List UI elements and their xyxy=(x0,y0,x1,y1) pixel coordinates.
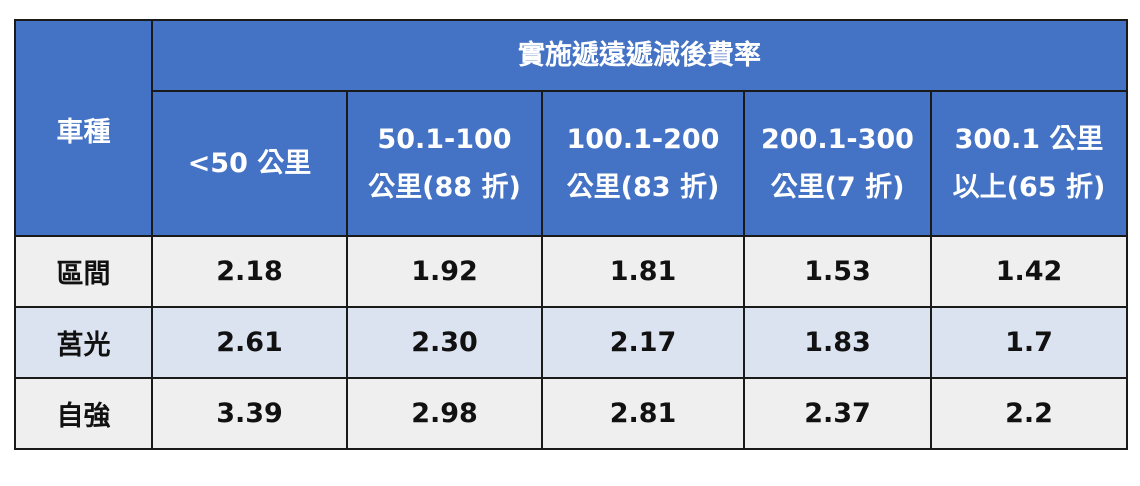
table-row: 自強 3.39 2.98 2.81 2.37 2.2 xyxy=(14,377,1128,450)
fare-cell: 2.61 xyxy=(151,306,348,379)
header-line: 50.1-100 xyxy=(377,123,512,155)
header-line: 100.1-200 xyxy=(566,123,720,155)
fare-cell: 1.83 xyxy=(743,306,932,379)
fare-cell: 1.81 xyxy=(541,235,745,308)
fare-table: 車種 實施遞遠遞減後費率 <50 公里 50.1-100 公里(88 折) 100.1… xyxy=(14,19,1128,450)
header-line: 公里(7 折) xyxy=(770,171,905,203)
fare-cell: 2.17 xyxy=(541,306,745,379)
table-row: 區間 2.18 1.92 1.81 1.53 1.42 xyxy=(14,235,1128,308)
row-header: 自強 xyxy=(14,377,153,450)
column-header: 200.1-300 公里(7 折) xyxy=(743,90,932,237)
header-line: 300.1 公里 xyxy=(954,123,1104,155)
fare-cell: 1.92 xyxy=(346,235,543,308)
row-header: 區間 xyxy=(14,235,153,308)
table-row: 莒光 2.61 2.30 2.17 1.83 1.7 xyxy=(14,306,1128,379)
fare-cell: 3.39 xyxy=(151,377,348,450)
fare-cell: 2.98 xyxy=(346,377,543,450)
column-header: 100.1-200 公里(83 折) xyxy=(541,90,745,237)
fare-cell: 1.53 xyxy=(743,235,932,308)
fare-cell: 2.18 xyxy=(151,235,348,308)
fare-cell: 2.2 xyxy=(930,377,1128,450)
header-line: 200.1-300 xyxy=(761,123,914,155)
column-header: <50 公里 xyxy=(151,90,348,237)
row-header: 莒光 xyxy=(14,306,153,379)
fare-cell: 2.30 xyxy=(346,306,543,379)
header-line: <50 公里 xyxy=(187,147,312,179)
column-header: 50.1-100 公里(88 折) xyxy=(346,90,543,237)
header-line: 公里(83 折) xyxy=(566,171,720,203)
fare-cell: 2.37 xyxy=(743,377,932,450)
column-header: 300.1 公里 以上(65 折) xyxy=(930,90,1128,237)
fare-cell: 1.7 xyxy=(930,306,1128,379)
corner-header: 車種 xyxy=(14,19,153,237)
header-line: 公里(88 折) xyxy=(368,171,521,203)
fare-cell: 2.81 xyxy=(541,377,745,450)
group-header: 實施遞遠遞減後費率 xyxy=(151,19,1128,92)
fare-cell: 1.42 xyxy=(930,235,1128,308)
header-line: 以上(65 折) xyxy=(952,171,1106,203)
